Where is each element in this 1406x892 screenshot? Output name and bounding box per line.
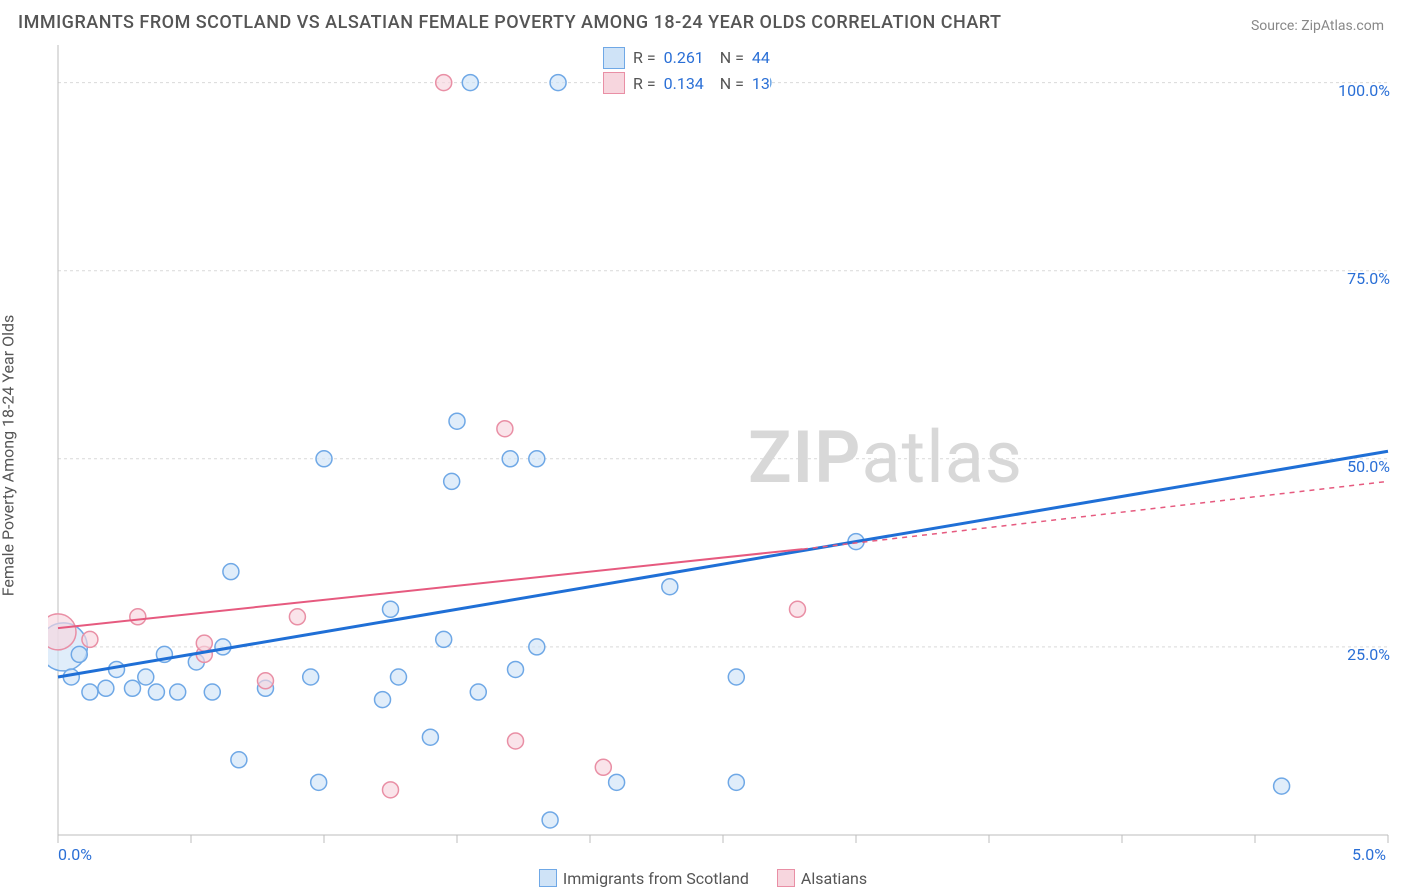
- legend-label: Alsatians: [801, 869, 867, 888]
- legend-swatch: [777, 869, 795, 887]
- r-label: R =: [633, 71, 656, 97]
- r-value: 0.134: [664, 71, 704, 97]
- n-value: 44: [752, 45, 770, 71]
- legend-swatch: [603, 72, 625, 94]
- source-attribution: Source: ZipAtlas.com: [1251, 18, 1384, 34]
- correlation-legend: R = 0.261 N = 44 R = 0.134 N = 13: [603, 45, 770, 96]
- legend-item: Immigrants from Scotland: [539, 869, 749, 888]
- x-tick-label: 0.0%: [58, 845, 92, 864]
- y-tick-label: 75.0%: [1347, 269, 1390, 288]
- y-tick-label: 100.0%: [1338, 81, 1390, 100]
- legend-swatch: [603, 47, 625, 69]
- legend-label: Immigrants from Scotland: [563, 869, 749, 888]
- correlation-row: R = 0.134 N = 13: [603, 71, 770, 97]
- chart-title: IMMIGRANTS FROM SCOTLAND VS ALSATIAN FEM…: [18, 12, 1002, 33]
- y-axis-label: Female Poverty Among 18-24 Year Olds: [0, 315, 18, 597]
- r-label: R =: [633, 45, 656, 71]
- n-label: N =: [712, 45, 744, 71]
- n-label: N =: [712, 71, 744, 97]
- correlation-row: R = 0.261 N = 44: [603, 45, 770, 71]
- y-tick-label: 25.0%: [1347, 645, 1390, 664]
- source-label: Source:: [1251, 18, 1298, 34]
- chart-area: ZIPatlas R =0.261 N =44R =0.134 N =13 0.…: [48, 45, 1396, 852]
- y-tick-label: 50.0%: [1347, 457, 1390, 476]
- legend-item: Alsatians: [777, 869, 867, 888]
- r-value: 0.261: [664, 45, 704, 71]
- source-link[interactable]: ZipAtlas.com: [1301, 18, 1384, 34]
- x-tick-label: 5.0%: [1352, 845, 1386, 864]
- scatter-plot: [48, 45, 1396, 853]
- legend-swatch: [539, 869, 557, 887]
- legend-bottom: Immigrants from Scotland Alsatians: [0, 869, 1406, 888]
- n-value: 13: [752, 71, 770, 97]
